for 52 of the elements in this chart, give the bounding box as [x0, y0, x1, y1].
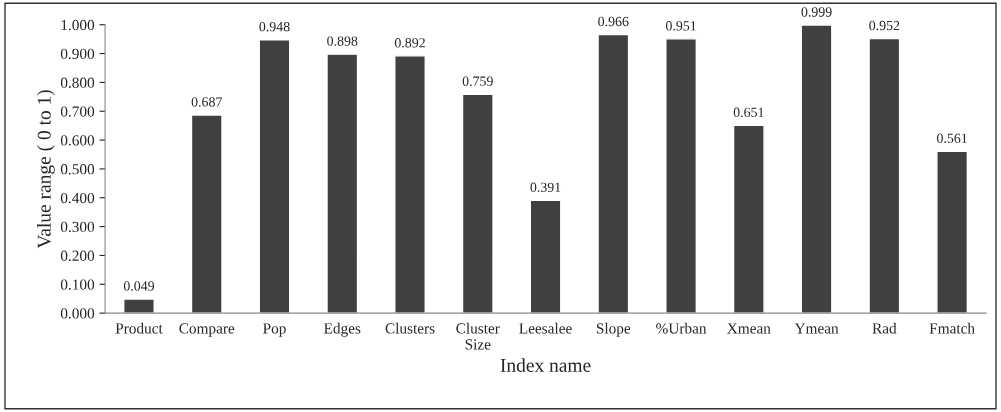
- y-tick-label: 0.400: [60, 192, 95, 204]
- bar: [190, 114, 223, 314]
- x-tick-label: Xmean: [727, 323, 771, 334]
- y-tick-label: 0.200: [60, 250, 95, 261]
- x-axis-title: Index name: [500, 358, 591, 372]
- bar: [665, 38, 698, 314]
- bar: [258, 39, 291, 314]
- data-label: 0.999: [801, 7, 832, 17]
- data-label: 0.759: [462, 76, 493, 86]
- y-tick-label: 0.700: [60, 106, 95, 117]
- y-tick-label: 0.100: [60, 279, 95, 290]
- bar: [326, 53, 359, 314]
- data-label: 0.951: [665, 21, 696, 31]
- y-tick-label: 0.600: [60, 135, 95, 146]
- x-tick-label: Slope: [596, 322, 631, 337]
- data-label: 0.966: [598, 16, 629, 27]
- data-label: 0.892: [394, 38, 425, 48]
- y-tick-label: 0.300: [60, 221, 95, 233]
- bar: [800, 24, 833, 314]
- bar: [123, 298, 155, 314]
- data-label: 0.952: [869, 20, 900, 31]
- bar: [732, 124, 765, 314]
- x-tick-label: Ymean: [794, 323, 839, 334]
- x-tick-label: Edges: [324, 322, 361, 337]
- bar: [868, 37, 901, 314]
- data-label: 0.687: [191, 97, 222, 107]
- x-tick-label: Leesalee: [519, 322, 572, 334]
- data-label: 0.391: [530, 182, 561, 193]
- y-tick-label: 1.000: [61, 19, 95, 31]
- bar: [529, 199, 562, 314]
- y-tick-label: 0.800: [60, 77, 95, 88]
- y-tick-label: 0.000: [60, 308, 95, 319]
- x-tick-label: Product: [115, 322, 163, 334]
- bar: [936, 150, 969, 314]
- y-tick-label: 0.500: [60, 164, 95, 175]
- data-label: 0.948: [259, 21, 290, 32]
- y-axis-title: Value range ( 0 to 1): [37, 90, 55, 249]
- bar: [597, 33, 630, 314]
- x-tick-label: Clusters: [385, 322, 435, 334]
- x-tick-label: Compare: [179, 323, 235, 337]
- bar: [461, 93, 494, 314]
- data-label: 0.049: [123, 281, 155, 291]
- y-tick-label: 0.900: [60, 48, 95, 60]
- x-tick-label: Fmatch: [929, 322, 975, 334]
- data-label: 0.898: [327, 36, 358, 46]
- x-tick-label: %Urban: [656, 322, 707, 334]
- data-label: 0.651: [733, 107, 764, 118]
- bar: [394, 55, 426, 314]
- x-tick-label: Rad: [872, 322, 897, 334]
- data-label: 0.561: [937, 133, 967, 144]
- x-tick-label: Cluster Size: [456, 322, 500, 350]
- x-tick-label: Pop: [263, 323, 286, 337]
